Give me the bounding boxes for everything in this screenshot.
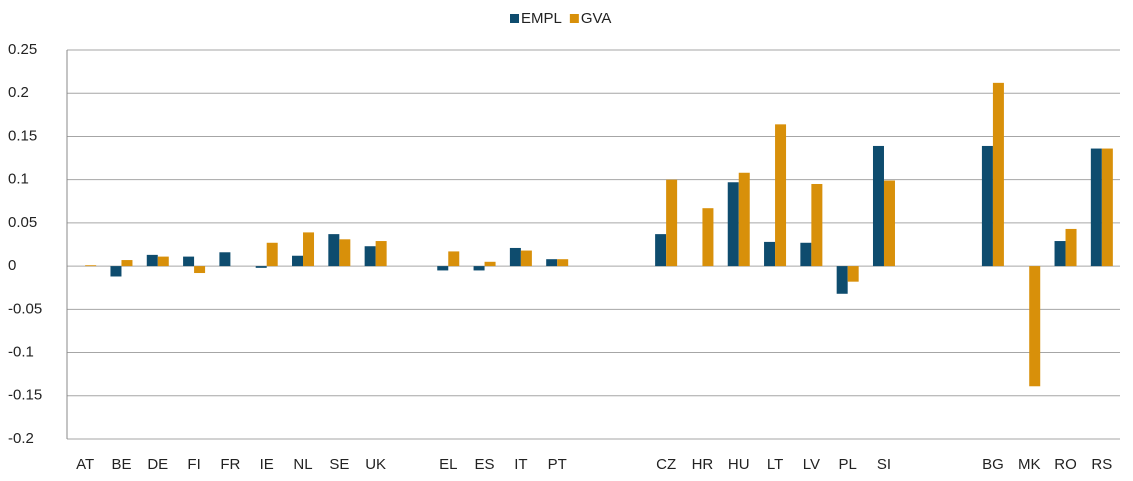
bar	[546, 259, 558, 267]
x-tick-label: UK	[365, 456, 386, 473]
legend-label: GVA	[581, 10, 612, 27]
bar	[292, 255, 304, 267]
bar	[339, 239, 351, 267]
x-tick-label: SE	[329, 456, 349, 473]
bar	[219, 252, 231, 267]
x-tick-label: HR	[692, 456, 714, 473]
bar	[727, 182, 739, 267]
x-tick-label: PL	[838, 456, 856, 473]
bar	[183, 256, 195, 267]
bar	[992, 82, 1004, 267]
y-tick-label: 0	[8, 257, 16, 274]
x-tick-label: IE	[260, 456, 274, 473]
x-tick-label: RO	[1054, 456, 1077, 473]
bar	[437, 266, 449, 271]
y-tick-label: -0.2	[8, 430, 34, 447]
bar	[981, 145, 993, 267]
bar	[847, 266, 859, 282]
x-tick-label: NL	[293, 456, 312, 473]
bar	[520, 250, 532, 267]
bar	[375, 241, 387, 267]
bar	[1054, 241, 1066, 267]
bar	[764, 241, 776, 267]
bar	[448, 251, 460, 267]
y-tick-label: -0.15	[8, 387, 42, 404]
legend-swatch	[569, 14, 579, 23]
bar	[146, 254, 158, 267]
x-tick-label: FI	[187, 456, 200, 473]
y-tick-label: -0.1	[8, 344, 34, 361]
bar	[872, 145, 884, 267]
x-tick-label: CZ	[656, 456, 676, 473]
x-tick-label: LV	[803, 456, 820, 473]
bar	[775, 124, 787, 267]
bar	[110, 266, 122, 277]
bar	[702, 208, 714, 267]
bar	[328, 234, 340, 267]
bar	[883, 180, 895, 267]
bar	[509, 247, 521, 267]
y-tick-label: 0.05	[8, 214, 37, 231]
bar	[303, 232, 315, 267]
bar	[1090, 148, 1102, 267]
y-tick-label: -0.05	[8, 300, 42, 317]
bar	[194, 266, 206, 274]
bar	[655, 234, 667, 267]
bar	[738, 172, 750, 267]
y-tick-label: 0.2	[8, 84, 29, 101]
x-tick-label: DE	[147, 456, 168, 473]
x-tick-label: SI	[877, 456, 891, 473]
x-tick-label: HU	[728, 456, 750, 473]
bar	[364, 246, 376, 267]
bar	[836, 266, 848, 294]
bar	[1065, 228, 1077, 267]
x-tick-label: AT	[76, 456, 94, 473]
bar	[1029, 266, 1041, 387]
bar	[121, 260, 133, 267]
x-tick-label: IT	[514, 456, 527, 473]
bar	[157, 256, 169, 267]
x-tick-label: LT	[767, 456, 783, 473]
bar	[484, 261, 496, 267]
bar	[1101, 148, 1113, 267]
x-tick-label: FR	[220, 456, 240, 473]
y-tick-label: 0.1	[8, 171, 29, 188]
x-tick-label: EL	[439, 456, 457, 473]
y-tick-label: 0.15	[8, 127, 37, 144]
x-tick-label: BE	[111, 456, 131, 473]
x-tick-label: PT	[548, 456, 567, 473]
x-tick-label: BG	[982, 456, 1004, 473]
bar	[557, 259, 569, 267]
bar	[255, 266, 267, 268]
y-tick-label: 0.25	[8, 41, 37, 58]
legend-label: EMPL	[521, 10, 562, 27]
x-tick-label: ES	[475, 456, 495, 473]
bar	[266, 242, 278, 267]
bar	[85, 265, 97, 267]
bar	[473, 266, 485, 271]
bar	[666, 179, 678, 267]
bar	[811, 183, 823, 267]
bar	[800, 242, 812, 267]
legend-swatch	[510, 14, 519, 23]
x-tick-label: MK	[1018, 456, 1041, 473]
x-tick-label: RS	[1091, 456, 1112, 473]
